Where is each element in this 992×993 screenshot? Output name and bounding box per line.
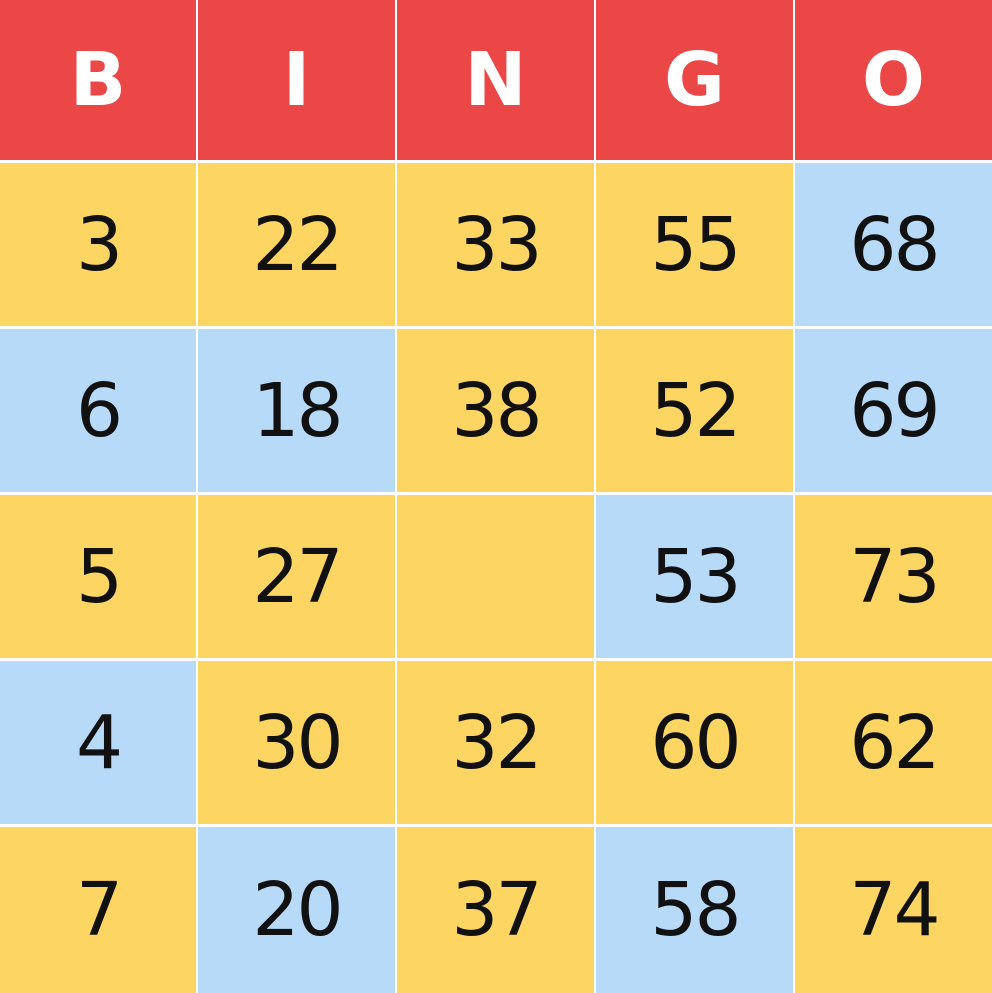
bingo-cell[interactable]: 58 bbox=[596, 827, 793, 993]
header-cell-b: B bbox=[0, 0, 196, 160]
bingo-cell[interactable]: 32 bbox=[397, 661, 594, 824]
header-cell-n: N bbox=[397, 0, 594, 160]
bingo-cell[interactable]: 22 bbox=[198, 163, 395, 326]
bingo-cell[interactable]: 18 bbox=[198, 329, 395, 492]
bingo-cell[interactable]: 37 bbox=[397, 827, 594, 993]
bingo-cell[interactable]: 6 bbox=[0, 329, 196, 492]
bingo-cell[interactable]: 60 bbox=[596, 661, 793, 824]
bingo-cell[interactable]: 3 bbox=[0, 163, 196, 326]
bingo-cell[interactable]: 68 bbox=[795, 163, 992, 326]
header-cell-i: I bbox=[198, 0, 395, 160]
bingo-cell[interactable]: 33 bbox=[397, 163, 594, 326]
bingo-cell[interactable]: 4 bbox=[0, 661, 196, 824]
bingo-cell[interactable]: 5 bbox=[0, 495, 196, 658]
bingo-cell[interactable]: 30 bbox=[198, 661, 395, 824]
bingo-cell[interactable]: 62 bbox=[795, 661, 992, 824]
bingo-cell[interactable]: 7 bbox=[0, 827, 196, 993]
bingo-cell[interactable]: 38 bbox=[397, 329, 594, 492]
free-space-cell[interactable] bbox=[397, 495, 594, 658]
bingo-cell[interactable]: 52 bbox=[596, 329, 793, 492]
bingo-cell[interactable]: 73 bbox=[795, 495, 992, 658]
header-cell-g: G bbox=[596, 0, 793, 160]
bingo-cell[interactable]: 27 bbox=[198, 495, 395, 658]
bingo-cell[interactable]: 69 bbox=[795, 329, 992, 492]
header-cell-o: O bbox=[795, 0, 992, 160]
bingo-cell[interactable]: 74 bbox=[795, 827, 992, 993]
bingo-cell[interactable]: 55 bbox=[596, 163, 793, 326]
bingo-cell[interactable]: 53 bbox=[596, 495, 793, 658]
bingo-cell[interactable]: 20 bbox=[198, 827, 395, 993]
